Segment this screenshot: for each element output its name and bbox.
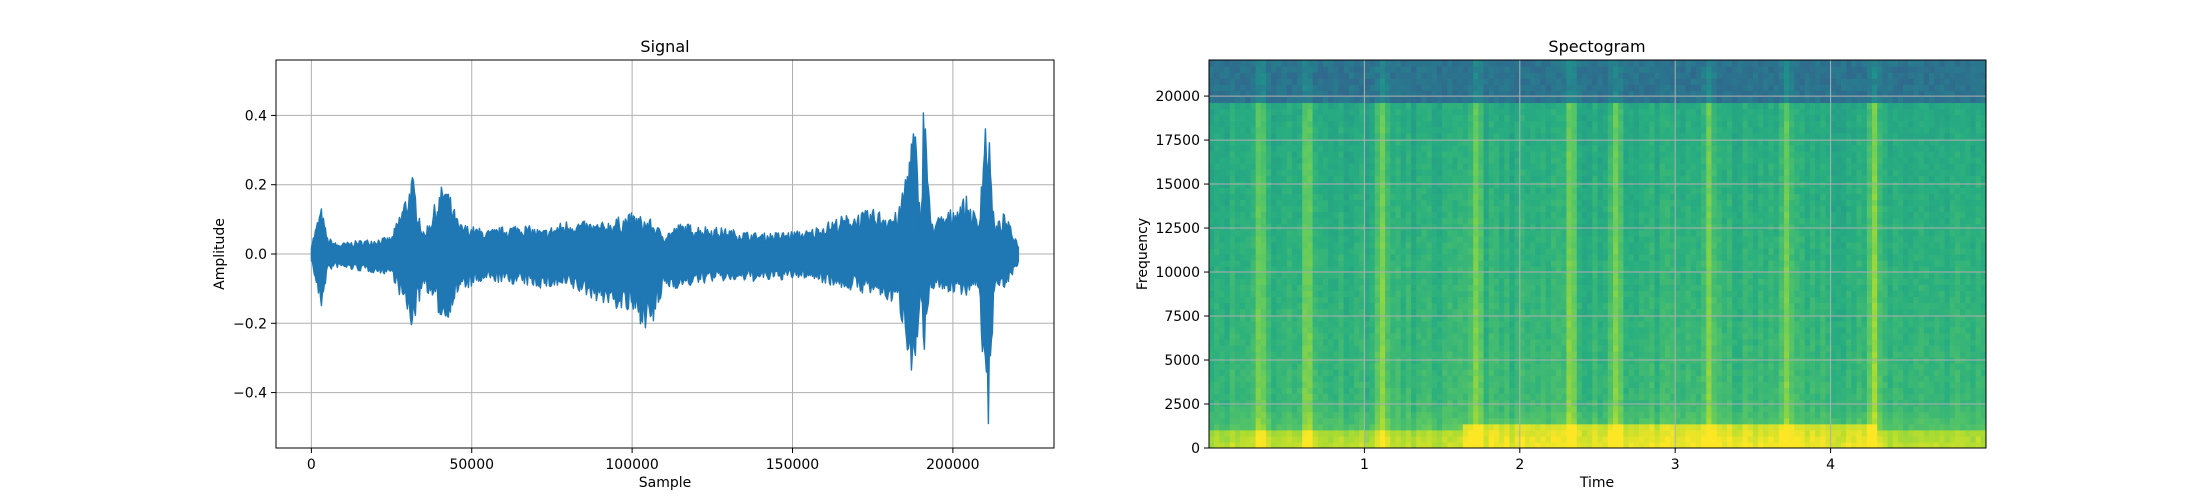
signal-title: Signal xyxy=(640,37,689,56)
spectrogram-y-tick-label: 12500 xyxy=(1155,221,1200,237)
spectrogram-y-tick-label: 2500 xyxy=(1164,397,1200,413)
spectrogram-heatmap xyxy=(1209,60,1986,448)
spectrogram-x-label: Time xyxy=(1579,475,1614,491)
spectrogram-title: Spectogram xyxy=(1548,37,1645,56)
signal-y-label: Amplitude xyxy=(212,218,228,290)
spectrogram-x-tick-label: 3 xyxy=(1671,457,1680,473)
spectrogram-x-tick-label: 1 xyxy=(1360,457,1369,473)
signal-y-tick-label: −0.4 xyxy=(233,386,267,402)
signal-x-tick-label: 200000 xyxy=(926,457,979,473)
signal-y-ticks: −0.4 −0.2 0.0 0.2 0.4 xyxy=(233,108,276,402)
spectrogram-y-ticks: 0 2500 5000 7500 10000 12500 15000 17500 20000 xyxy=(1155,89,1209,457)
signal-x-tick-label: 100000 xyxy=(605,457,658,473)
signal-y-tick-label: 0.0 xyxy=(245,247,267,263)
signal-x-tick-label: 50000 xyxy=(449,457,494,473)
signal-x-label: Sample xyxy=(639,475,692,491)
spectrogram-x-tick-label: 4 xyxy=(1826,457,1835,473)
signal-y-tick-label: −0.2 xyxy=(233,316,267,332)
spectrogram-y-tick-label: 7500 xyxy=(1164,309,1200,325)
signal-y-tick-label: 0.2 xyxy=(245,178,267,194)
signal-waveform xyxy=(310,112,1020,425)
spectrogram-axes-frame xyxy=(1208,59,1987,449)
spectrogram-y-tick-label: 5000 xyxy=(1164,353,1200,369)
spectrogram-x-tick-label: 2 xyxy=(1515,457,1524,473)
spectrogram-x-ticks: 1 2 3 4 xyxy=(1360,448,1835,473)
signal-x-tick-label: 150000 xyxy=(766,457,819,473)
spectrogram-plot: 1 2 3 4 0 2500 5000 7500 10000 12500 15000 17500 20… xyxy=(1135,37,1987,491)
spectrogram-y-label: Frequency xyxy=(1135,218,1151,290)
signal-x-tick-label: 0 xyxy=(307,457,316,473)
spectrogram-y-tick-label: 10000 xyxy=(1155,265,1200,281)
signal-y-tick-label: 0.4 xyxy=(245,108,267,124)
signal-x-ticks: 0 50000 100000 150000 200000 xyxy=(307,448,980,473)
spectrogram-y-tick-label: 0 xyxy=(1191,441,1200,457)
spectrogram-y-tick-label: 20000 xyxy=(1155,89,1200,105)
spectrogram-y-tick-label: 17500 xyxy=(1155,133,1200,149)
spectrogram-y-tick-label: 15000 xyxy=(1155,177,1200,193)
signal-plot: 0 50000 100000 150000 200000 −0.4 −0.2 0.0 0.2 0… xyxy=(212,37,1055,491)
